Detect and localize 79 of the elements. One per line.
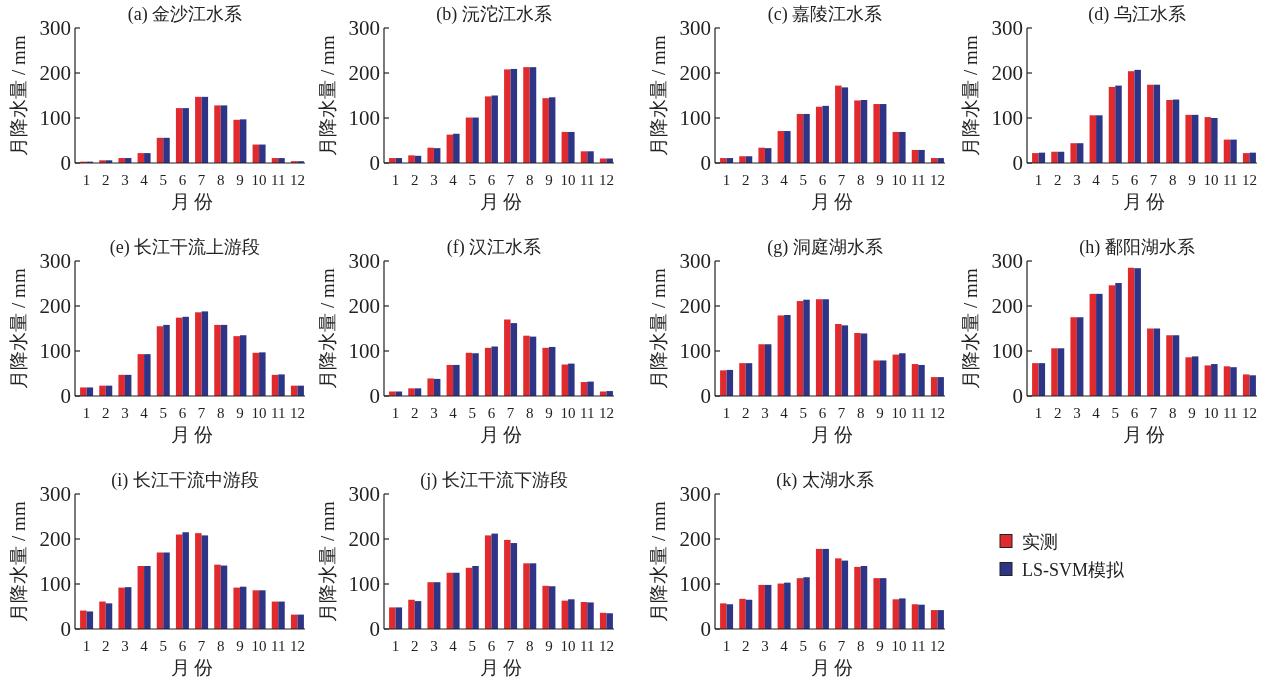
y-tick-label: 200	[679, 294, 711, 318]
y-tick-label: 0	[60, 151, 71, 175]
y-tick-label: 200	[348, 527, 380, 551]
y-tick-label: 300	[991, 16, 1023, 40]
chart-title: (j) 长江干流下游段	[420, 470, 568, 491]
y-tick-label: 200	[679, 527, 711, 551]
y-tick-label: 0	[700, 151, 711, 175]
y-tick-label: 0	[369, 151, 380, 175]
y-tick-label: 100	[348, 572, 380, 596]
y-tick-label: 0	[369, 384, 380, 408]
y-tick-label: 100	[679, 339, 711, 363]
chart-title: (b) 沅沱江水系	[436, 4, 552, 25]
y-tick-label: 200	[991, 61, 1023, 85]
x-axis-title: 月 份	[479, 657, 523, 678]
y-axis-title: 月降水量 / mm	[8, 268, 29, 389]
y-tick-label: 0	[60, 384, 71, 408]
y-tick-label: 300	[679, 249, 711, 273]
y-tick-label: 200	[679, 61, 711, 85]
y-tick-label: 0	[700, 384, 711, 408]
y-tick-label: 100	[991, 339, 1023, 363]
y-tick-label: 0	[1012, 151, 1023, 175]
y-tick-label: 300	[679, 482, 711, 506]
y-tick-label: 300	[39, 482, 71, 506]
y-tick-label: 100	[679, 106, 711, 130]
chart-title: (g) 洞庭湖水系	[767, 237, 883, 258]
chart-title: (d) 乌江水系	[1088, 4, 1186, 25]
chart-title: (k) 太湖水系	[776, 470, 874, 491]
y-axis-title: 月降水量 / mm	[960, 268, 981, 389]
y-tick-label: 100	[39, 572, 71, 596]
x-axis-title: 月 份	[810, 657, 854, 678]
y-tick-label: 300	[348, 16, 380, 40]
x-axis-title: 月 份	[810, 191, 854, 212]
y-tick-label: 300	[991, 249, 1023, 273]
y-tick-label: 100	[991, 106, 1023, 130]
y-axis-title: 月降水量 / mm	[317, 268, 338, 389]
chart-title: (e) 长江干流上游段	[109, 237, 261, 258]
y-tick-label: 200	[39, 527, 71, 551]
x-axis-title: 月 份	[810, 424, 854, 445]
y-tick-label: 100	[348, 339, 380, 363]
y-tick-label: 200	[39, 294, 71, 318]
x-axis-title: 月 份	[479, 191, 523, 212]
y-axis-title: 月降水量 / mm	[317, 501, 338, 622]
y-axis-title: 月降水量 / mm	[8, 35, 29, 156]
y-axis-title: 月降水量 / mm	[648, 501, 669, 622]
y-axis-title: 月降水量 / mm	[8, 501, 29, 622]
y-tick-label: 200	[348, 294, 380, 318]
y-axis-title: 月降水量 / mm	[648, 268, 669, 389]
y-tick-label: 100	[348, 106, 380, 130]
y-tick-label: 100	[39, 339, 71, 363]
y-tick-label: 200	[991, 294, 1023, 318]
y-tick-label: 300	[679, 16, 711, 40]
y-axis-title: 月降水量 / mm	[960, 35, 981, 156]
legend-label: 实测	[1022, 531, 1058, 552]
chart-title: (c) 嘉陵江水系	[767, 4, 883, 25]
y-tick-label: 300	[39, 16, 71, 40]
y-tick-label: 200	[348, 61, 380, 85]
x-axis-title: 月 份	[1122, 191, 1166, 212]
chart-title: (f) 汉江水系	[446, 237, 542, 258]
y-tick-label: 100	[679, 572, 711, 596]
y-tick-label: 0	[700, 617, 711, 641]
y-tick-label: 0	[369, 617, 380, 641]
x-axis-title: 月 份	[1122, 424, 1166, 445]
y-tick-label: 0	[1012, 384, 1023, 408]
x-axis-title: 月 份	[170, 191, 214, 212]
x-axis-title: 月 份	[479, 424, 523, 445]
y-axis-title: 月降水量 / mm	[648, 35, 669, 156]
chart-title: (h) 鄱阳湖水系	[1079, 237, 1195, 258]
y-tick-label: 0	[60, 617, 71, 641]
y-axis-title: 月降水量 / mm	[317, 35, 338, 156]
chart-title: (i) 长江干流中游段	[111, 470, 259, 491]
chart-title: (a) 金沙江水系	[127, 4, 243, 25]
y-tick-label: 300	[39, 249, 71, 273]
legend-label: LS-SVM模拟	[1022, 559, 1126, 580]
x-axis-title: 月 份	[170, 424, 214, 445]
y-tick-label: 200	[39, 61, 71, 85]
y-tick-label: 300	[348, 249, 380, 273]
x-axis-title: 月 份	[170, 657, 214, 678]
y-tick-label: 100	[39, 106, 71, 130]
y-tick-label: 300	[348, 482, 380, 506]
